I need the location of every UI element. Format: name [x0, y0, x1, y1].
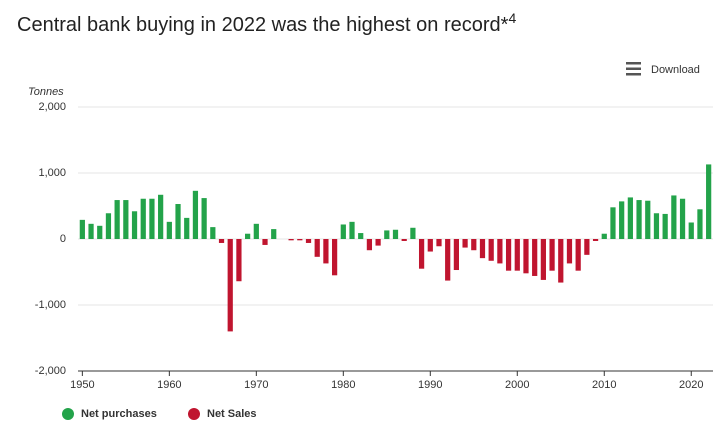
- bar: [706, 164, 712, 239]
- bar: [340, 224, 346, 239]
- bar: [497, 239, 503, 264]
- bar: [592, 239, 599, 241]
- bar: [479, 239, 486, 259]
- bar: [453, 239, 459, 271]
- bar: [549, 239, 555, 271]
- title-text: Central bank buying in 2022 was the high…: [17, 14, 509, 36]
- bar: [245, 233, 251, 239]
- x-tick-label: 1960: [157, 379, 181, 391]
- bar: [645, 200, 651, 239]
- bar: [558, 239, 564, 283]
- bar: [653, 213, 660, 239]
- bar: [314, 239, 320, 257]
- bar: [149, 198, 155, 239]
- title-superscript: 4: [508, 10, 516, 26]
- bar: [610, 207, 616, 239]
- legend-label: Net purchases: [81, 408, 157, 420]
- bar: [523, 239, 529, 274]
- bar: [305, 239, 312, 243]
- bar: [401, 239, 407, 241]
- bar: [436, 239, 442, 247]
- y-tick-label: 1,000: [38, 167, 66, 179]
- bar: [392, 229, 399, 239]
- bar: [236, 239, 242, 282]
- bar: [158, 194, 164, 239]
- bar: [218, 239, 225, 243]
- bar: [619, 201, 625, 239]
- bar: [462, 239, 468, 248]
- bar: [366, 239, 373, 251]
- y-tick-label: -2,000: [35, 365, 66, 377]
- menu-icon: [626, 73, 641, 76]
- bar: [575, 239, 581, 271]
- y-axis-label: Tonnes: [28, 86, 64, 98]
- bar: [384, 230, 390, 239]
- bar: [671, 195, 677, 239]
- bar: [627, 197, 633, 239]
- x-tick-label: 2020: [679, 379, 703, 391]
- x-tick-label: 1980: [331, 379, 355, 391]
- bar: [540, 239, 546, 280]
- download-label[interactable]: Download: [651, 64, 700, 76]
- menu-icon: [626, 62, 641, 65]
- bar: [662, 213, 668, 239]
- bar: [123, 200, 129, 239]
- bar: [88, 223, 94, 239]
- legend-swatch: [188, 408, 200, 420]
- bar: [297, 239, 303, 241]
- x-tick-label: 1970: [244, 379, 268, 391]
- bar: [79, 219, 85, 239]
- x-tick-label: 2010: [592, 379, 616, 391]
- bar: [166, 221, 172, 239]
- bar: [175, 204, 181, 239]
- x-tick-label: 1990: [418, 379, 442, 391]
- x-tick-label: 2000: [505, 379, 529, 391]
- bar: [288, 239, 294, 241]
- bar: [532, 239, 538, 276]
- bar: [418, 239, 425, 269]
- y-tick-label: -1,000: [35, 299, 66, 311]
- bar: [323, 239, 329, 264]
- menu-icon: [626, 67, 641, 70]
- bar: [227, 239, 233, 332]
- bar: [697, 209, 703, 239]
- bar: [201, 198, 207, 239]
- bar: [97, 225, 103, 239]
- bar: [427, 239, 433, 252]
- bar: [358, 233, 364, 239]
- bar: [488, 239, 494, 261]
- bar: [601, 233, 607, 239]
- legend-label: Net Sales: [207, 408, 257, 420]
- bar: [636, 200, 642, 239]
- bar: [210, 227, 216, 239]
- bar: [679, 198, 686, 239]
- bar: [253, 223, 259, 239]
- bar: [140, 198, 146, 239]
- bar: [688, 222, 694, 239]
- bar: [584, 239, 590, 255]
- download-button[interactable]: Download: [626, 62, 700, 76]
- bar: [471, 239, 477, 251]
- bar: [505, 239, 512, 271]
- bar: [262, 239, 268, 245]
- y-tick-label: 2,000: [38, 101, 66, 113]
- bar: [375, 239, 381, 246]
- bar: [445, 239, 451, 281]
- x-tick-label: 1950: [70, 379, 94, 391]
- bar: [131, 211, 138, 239]
- bar: [192, 190, 199, 239]
- bar: [332, 239, 338, 276]
- bar: [114, 200, 120, 239]
- bar: [105, 213, 112, 239]
- bar: [514, 239, 520, 271]
- y-tick-label: 0: [60, 233, 66, 245]
- bar: [349, 221, 355, 239]
- bar: [410, 227, 416, 239]
- legend-swatch: [62, 408, 74, 420]
- bar: [566, 239, 573, 264]
- bar: [184, 217, 190, 239]
- bar: [271, 229, 277, 239]
- chart-title: Central bank buying in 2022 was the high…: [17, 10, 516, 37]
